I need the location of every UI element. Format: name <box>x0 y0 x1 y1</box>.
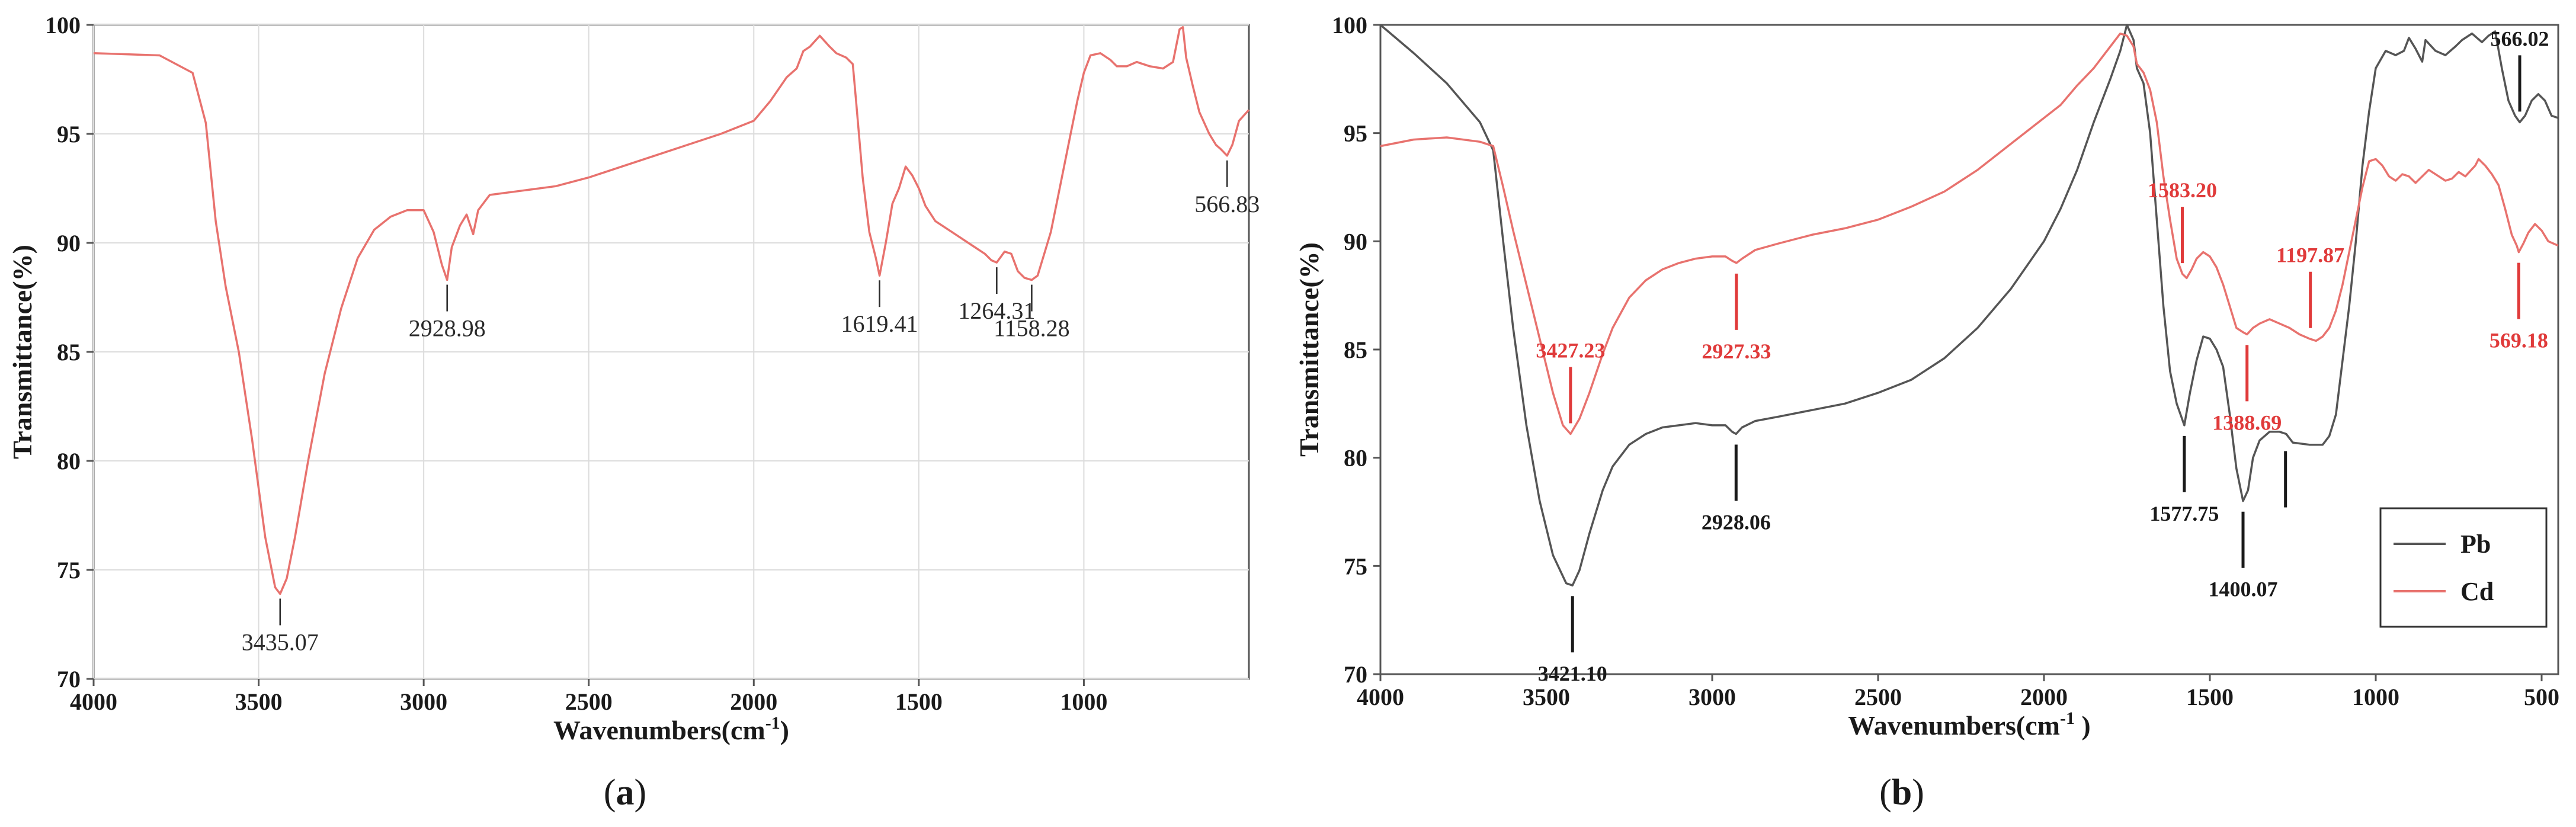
x-tick-label: 4000 <box>70 688 117 715</box>
y-tick-label: 95 <box>57 121 81 148</box>
x-tick-label: 3000 <box>400 688 447 715</box>
x-tick-label: 2500 <box>565 688 613 715</box>
series-line-pb <box>1379 24 2559 586</box>
y-tick-label: 80 <box>57 448 81 475</box>
peak-label: 1577.75 <box>2149 502 2219 525</box>
panel-label: (a) <box>604 772 646 813</box>
peak-label: 2928.98 <box>409 315 486 342</box>
legend-label-pb: Pb <box>2460 530 2491 559</box>
peak-label: 1158.28 <box>994 315 1070 342</box>
x-tick-label: 3500 <box>1523 684 1570 710</box>
x-tick-label: 2000 <box>730 688 777 715</box>
peak-label: 569.18 <box>2490 329 2548 352</box>
y-tick-label: 85 <box>57 339 81 366</box>
peak-label: 2928.06 <box>1702 510 1771 534</box>
x-tick-label: 1000 <box>2352 684 2399 710</box>
y-tick-label: 100 <box>1332 12 1367 39</box>
x-tick-label: 1500 <box>2186 684 2234 710</box>
peak-label: 1583.20 <box>2148 178 2217 202</box>
x-axis-label: Wavenumbers(cm-1) <box>553 713 789 745</box>
panel-label: (b) <box>1879 772 1924 813</box>
y-tick-label: 70 <box>57 666 81 693</box>
x-tick-label: 3500 <box>235 688 283 715</box>
y-tick-label: 80 <box>1344 445 1367 472</box>
chart-panel-b: 4000 3500 3000 2500 2000 1500 1000 500 70 75 80 85 9… <box>1294 12 2559 813</box>
y-axis-label: Transmittance(%) <box>7 245 37 459</box>
peak-label: 1197.87 <box>2276 243 2344 267</box>
peak-label: 1619.41 <box>841 310 918 337</box>
series-line-cd <box>1380 32 2559 435</box>
y-tick-label: 75 <box>1344 553 1367 579</box>
x-axis-label: Wavenumbers(cm-1 ) <box>1848 709 2090 741</box>
peak-label: 566.83 <box>1194 191 1260 217</box>
peak-label: 3421.10 <box>1538 662 1607 685</box>
y-tick-label: 85 <box>1344 336 1367 363</box>
y-tick-label: 90 <box>57 230 81 257</box>
peak-label: 2927.33 <box>1702 339 1771 363</box>
chart-panel-a: 4000 3500 3000 2500 2000 1500 1000 70 75 80 85 90 95… <box>7 12 1260 813</box>
peak-label: 566.02 <box>2491 27 2549 50</box>
x-tick-label: 2500 <box>1854 684 1902 710</box>
y-axis-label: Transmittance(%) <box>1294 242 1324 457</box>
peak-label: 1388.69 <box>2212 411 2282 434</box>
legend-box <box>2379 507 2548 628</box>
plot-frame <box>1379 24 2559 675</box>
x-tick-label: 500 <box>2524 684 2559 710</box>
peak-label: 1264.31 <box>958 297 1035 324</box>
y-tick-label: 70 <box>1344 661 1367 688</box>
x-tick-label: 2000 <box>2020 684 2068 710</box>
y-tick-label: 95 <box>1344 120 1367 147</box>
peak-label: 1400.07 <box>2209 578 2278 601</box>
x-tick-label: 3000 <box>1689 684 1736 710</box>
legend-label-cd: Cd <box>2460 577 2494 606</box>
y-tick-label: 100 <box>45 12 81 39</box>
series-line-spectrum <box>93 25 1250 595</box>
peak-label: 3435.07 <box>242 629 319 655</box>
x-tick-label: 1500 <box>895 688 943 715</box>
x-tick-label: 1000 <box>1060 688 1107 715</box>
peak-label: 3427.23 <box>1536 338 1605 362</box>
y-tick-label: 90 <box>1344 228 1367 255</box>
x-tick-label: 4000 <box>1357 684 1404 710</box>
y-tick-label: 75 <box>57 557 81 584</box>
